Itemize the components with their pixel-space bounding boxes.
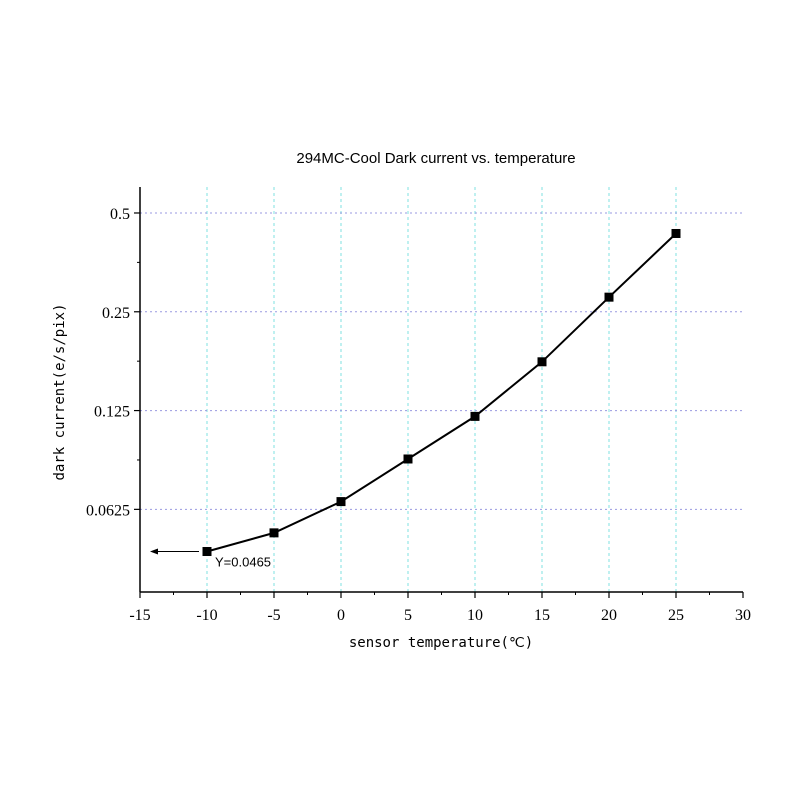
annotation-arrow-head	[150, 548, 158, 555]
x-tick-label: 15	[534, 607, 550, 624]
x-ticks: -15 -10 -5 0 5 10 15 20 25 30	[129, 592, 751, 624]
grid	[140, 187, 743, 592]
y-tick-label: 0.5	[110, 206, 130, 223]
annotation-label: Y=0.0465	[215, 555, 271, 570]
data-point	[671, 228, 681, 238]
data-point	[537, 357, 547, 367]
data-point	[604, 292, 614, 302]
y-tick-label: 0.125	[94, 404, 130, 421]
y-ticks: 0.0625 0.125 0.25 0.5	[86, 206, 140, 519]
data-point	[269, 528, 279, 538]
y-axis-title: dark current(e/s/pix)	[52, 303, 68, 480]
chart-title: 294MC-Cool Dark current vs. temperature	[296, 150, 575, 167]
x-tick-label: 5	[404, 607, 412, 624]
x-tick-label: -15	[129, 607, 150, 624]
data-point	[403, 454, 413, 464]
axes	[139, 187, 743, 593]
x-tick-label: -5	[267, 607, 280, 624]
x-tick-label: -10	[196, 607, 217, 624]
x-tick-label: 30	[735, 607, 751, 624]
data-series	[202, 228, 681, 557]
series-line	[206, 232, 677, 553]
data-point	[470, 411, 480, 421]
y-tick-label: 0.25	[102, 305, 130, 322]
data-point	[336, 497, 346, 507]
data-point	[202, 547, 212, 557]
annotations: Y=0.0465	[150, 548, 271, 570]
x-tick-label: 20	[601, 607, 617, 624]
y-tick-label: 0.0625	[86, 502, 130, 519]
x-tick-label: 10	[467, 607, 483, 624]
x-axis-title: sensor temperature(℃)	[349, 635, 533, 651]
x-tick-label: 25	[668, 607, 684, 624]
x-tick-label: 0	[337, 607, 345, 624]
